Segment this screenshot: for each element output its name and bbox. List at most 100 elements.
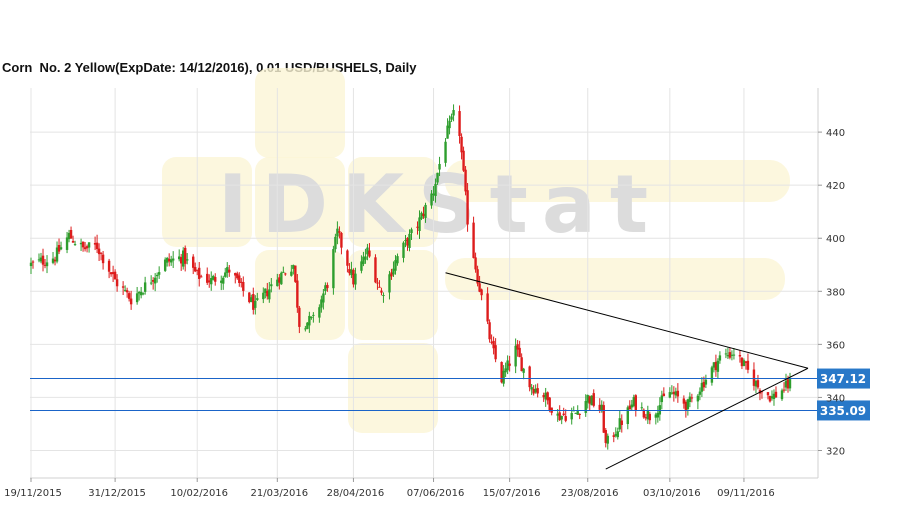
candle: [171, 251, 175, 268]
candle: [348, 263, 351, 276]
candle: [139, 286, 143, 299]
candle: [520, 353, 523, 372]
candle-body: [786, 379, 790, 389]
candle: [378, 280, 381, 288]
candle-body: [234, 272, 237, 276]
candle-body: [332, 249, 335, 289]
candle-body: [200, 276, 203, 278]
candle-body: [562, 413, 565, 416]
candle: [340, 231, 343, 255]
candle-body: [149, 282, 153, 284]
candle: [374, 254, 377, 284]
candle: [780, 388, 784, 401]
candle-body: [640, 407, 644, 409]
candle-body: [726, 355, 730, 357]
candle-body: [782, 389, 786, 391]
candle-body: [165, 257, 169, 263]
candle-body: [410, 229, 413, 234]
candle: [592, 389, 595, 408]
candle-body: [127, 293, 131, 299]
candle: [682, 395, 686, 409]
candle: [518, 340, 521, 358]
candle-body: [424, 204, 427, 218]
candle: [508, 355, 511, 372]
candle-body: [542, 395, 545, 398]
candle-body: [163, 259, 167, 271]
candle: [254, 295, 257, 315]
candle: [184, 245, 187, 272]
candle: [686, 398, 690, 416]
candle-body: [616, 431, 619, 438]
candle: [728, 347, 732, 360]
x-tick-label: 21/03/2016: [251, 488, 309, 499]
candle-body: [308, 315, 311, 326]
candle: [758, 388, 762, 401]
candle-body: [690, 397, 694, 399]
candle-body: [474, 257, 477, 270]
candle-body: [182, 250, 185, 267]
candle: [676, 383, 680, 403]
candle: [492, 336, 495, 355]
candle-body: [73, 244, 77, 246]
candle: [214, 273, 217, 286]
candle: [738, 350, 742, 363]
candle-body: [95, 242, 99, 250]
candle: [212, 274, 215, 281]
candle: [698, 387, 702, 401]
candle-body: [744, 361, 748, 363]
candle: [402, 241, 405, 263]
candle-body: [642, 409, 646, 418]
candle-body: [346, 250, 349, 266]
candle: [494, 338, 497, 363]
candle: [588, 395, 591, 411]
candle-body: [177, 256, 181, 260]
candle: [240, 278, 243, 288]
candle: [392, 261, 395, 277]
candle: [710, 365, 714, 386]
candle-body: [192, 256, 195, 268]
candle: [208, 274, 211, 288]
candle-body: [368, 250, 371, 257]
candle-body: [226, 267, 229, 273]
y-tick-label: 380: [826, 287, 845, 298]
candle: [182, 247, 185, 270]
candle: [558, 405, 561, 421]
candle-body: [534, 388, 537, 393]
candle: [478, 275, 481, 293]
candle: [79, 238, 83, 251]
candle: [51, 252, 55, 265]
candle-body: [171, 258, 175, 261]
y-axis: 320 340 360 380 400 420 440: [818, 128, 845, 458]
candle-body: [634, 395, 637, 411]
candle: [69, 226, 73, 239]
x-tick-label: 23/08/2016: [561, 488, 619, 499]
candle: [646, 405, 650, 424]
candle-body: [514, 345, 517, 367]
x-tick-label: 28/04/2016: [327, 488, 385, 499]
candle: [276, 273, 279, 287]
candle: [266, 282, 269, 300]
candle: [656, 405, 660, 423]
candle-body: [502, 370, 505, 384]
candle: [248, 292, 251, 304]
candle-body: [326, 284, 329, 289]
candle: [730, 350, 734, 361]
candle-body: [79, 242, 83, 245]
candle: [660, 390, 664, 410]
candle: [264, 288, 267, 299]
candle-body: [45, 262, 49, 267]
candle-body: [336, 228, 339, 237]
candle: [768, 395, 772, 403]
candle: [111, 265, 115, 283]
y-tick-label: 420: [826, 181, 845, 192]
candle: [198, 261, 201, 287]
candle-body: [352, 269, 355, 285]
candle: [163, 257, 167, 272]
candle: [406, 237, 409, 251]
candle-body: [574, 412, 577, 414]
candle-body: [129, 298, 133, 305]
candle: [782, 382, 786, 393]
candle: [450, 113, 453, 122]
candle: [167, 253, 171, 267]
